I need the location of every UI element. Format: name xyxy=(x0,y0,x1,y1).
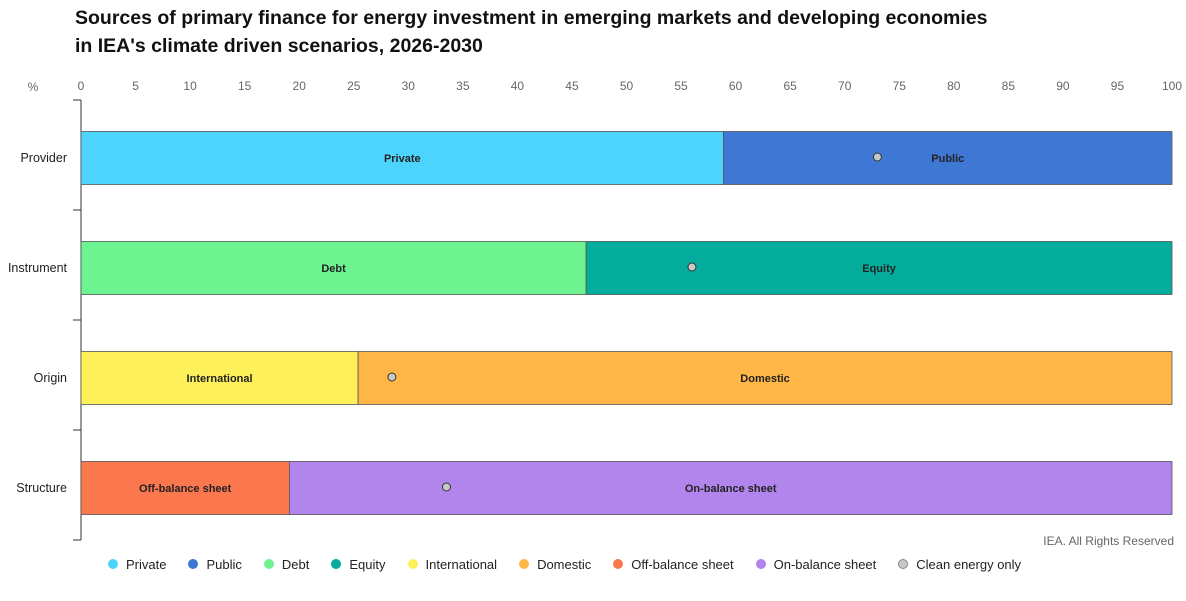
x-tick-label: 100 xyxy=(1162,79,1182,93)
bar-segment-label: On-balance sheet xyxy=(685,483,777,495)
x-tick-label: 20 xyxy=(293,79,307,93)
chart-title: Sources of primary finance for energy in… xyxy=(75,4,1075,60)
x-tick-label: 40 xyxy=(511,79,525,93)
legend-label: Off-balance sheet xyxy=(631,556,734,572)
clean-energy-marker[interactable] xyxy=(687,262,697,272)
x-tick-label: 25 xyxy=(347,79,361,93)
legend-item[interactable]: On-balance sheet xyxy=(755,556,877,572)
chart-legend: Private Public Debt Equity International Dome… xyxy=(108,555,1043,573)
bar-segment-label: Private xyxy=(384,153,421,165)
legend-label: On-balance sheet xyxy=(773,556,877,572)
bar-segment-label: International xyxy=(187,373,253,385)
category-label: Structure xyxy=(16,481,67,495)
legend-item[interactable]: Domestic xyxy=(519,557,591,572)
x-tick-label: 30 xyxy=(402,79,416,93)
legend-swatch xyxy=(755,559,766,569)
legend-item[interactable]: Public xyxy=(188,556,242,572)
bar-segment-label: Debt xyxy=(321,263,346,275)
bar-segment-label: Off-balance sheet xyxy=(139,483,232,495)
category-label: Instrument xyxy=(8,261,68,275)
x-tick-label: 15 xyxy=(238,79,252,93)
x-tick-label: 85 xyxy=(1002,79,1016,93)
legend-item[interactable]: Private xyxy=(108,557,166,572)
legend-label: Equity xyxy=(349,556,386,572)
x-tick-label: 95 xyxy=(1111,79,1125,93)
legend-label: Public xyxy=(206,556,242,572)
bar-segment[interactable] xyxy=(80,351,359,405)
category-label: Origin xyxy=(34,371,67,385)
clean-energy-marker[interactable] xyxy=(441,482,451,492)
chart-title-line-2: in IEA's climate driven scenarios, 2026-… xyxy=(75,35,483,57)
bar-segment-label: Public xyxy=(931,153,964,165)
legend-swatch xyxy=(519,559,530,569)
x-tick-label: 90 xyxy=(1056,79,1070,93)
legend-swatch xyxy=(108,559,118,569)
x-tick-label: 60 xyxy=(729,79,743,93)
x-tick-label: 75 xyxy=(893,79,907,93)
legend-label: Private xyxy=(126,556,167,572)
bar-segment[interactable] xyxy=(585,241,1173,295)
legend-item[interactable]: Off-balance sheet xyxy=(613,556,734,572)
x-axis-unit-label: % xyxy=(28,80,39,94)
bar-segment-label: Domestic xyxy=(740,373,790,385)
legend-item[interactable]: Clean energy only xyxy=(898,557,1021,572)
x-tick-label: 65 xyxy=(783,79,797,93)
x-tick-label: 55 xyxy=(674,79,688,93)
bar-segment[interactable] xyxy=(357,351,1173,405)
bar-segment[interactable] xyxy=(80,241,587,295)
legend-swatch xyxy=(407,559,418,569)
legend-label: Debt xyxy=(281,556,310,572)
legend-swatch xyxy=(263,559,274,569)
bar-segment[interactable] xyxy=(723,131,1173,185)
x-tick-label: 5 xyxy=(132,79,139,93)
legend-item[interactable]: Debt xyxy=(263,556,310,572)
bar-segment[interactable] xyxy=(80,131,724,185)
x-tick-label: 70 xyxy=(838,79,852,93)
legend-label: Clean energy only xyxy=(916,556,1022,572)
legend-label: International xyxy=(425,556,498,572)
x-tick-label: 50 xyxy=(620,79,634,93)
x-tick-label: 10 xyxy=(183,79,197,93)
legend-swatch xyxy=(331,559,342,569)
clean-energy-marker[interactable] xyxy=(872,152,882,162)
legend-swatch xyxy=(898,559,909,569)
clean-energy-marker[interactable] xyxy=(387,372,397,382)
copyright-credit: IEA. All Rights Reserved xyxy=(1043,534,1174,548)
x-tick-label: 45 xyxy=(565,79,579,93)
legend-item[interactable]: International xyxy=(407,556,498,572)
bar-segment-label: Equity xyxy=(862,263,896,275)
bar-segment[interactable] xyxy=(288,461,1173,515)
legend-swatch xyxy=(613,559,624,569)
category-label: Provider xyxy=(20,151,67,165)
x-tick-label: 35 xyxy=(456,79,470,93)
legend-label: Domestic xyxy=(537,556,592,572)
x-tick-label: 0 xyxy=(78,79,85,93)
x-tick-label: 80 xyxy=(947,79,961,93)
legend-swatch xyxy=(188,559,199,569)
chart-title-line-1: Sources of primary finance for energy in… xyxy=(75,7,988,29)
legend-item[interactable]: Equity xyxy=(331,556,386,572)
